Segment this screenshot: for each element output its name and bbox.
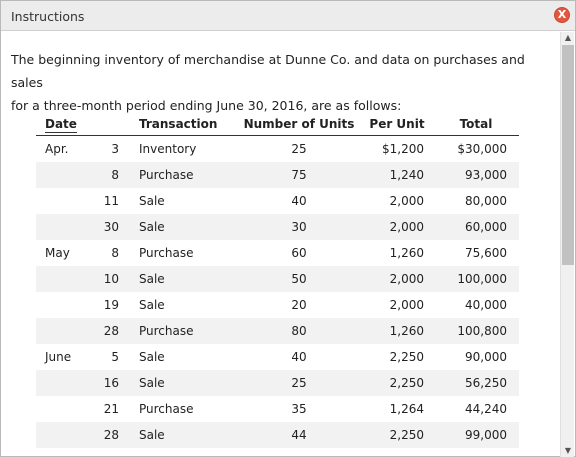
cell-month: May: [45, 246, 70, 260]
cell-per-unit: 2,250: [389, 376, 424, 390]
cell-transaction: Purchase: [139, 402, 194, 416]
cell-day: 5: [111, 350, 119, 364]
cell-total: 44,240: [465, 402, 507, 416]
table-row: Apr. 3 Inventory 25 $1,200 $30,000: [36, 136, 519, 162]
close-icon: X: [557, 8, 567, 21]
table-row: 11 Sale 40 2,000 80,000: [36, 188, 519, 214]
cell-units: 30: [291, 220, 307, 234]
cell-transaction: Purchase: [139, 324, 194, 338]
cell-per-unit: 2,000: [389, 298, 424, 312]
cell-day: 8: [111, 168, 119, 182]
header-per-unit: Per Unit: [369, 117, 425, 131]
scroll-up-icon[interactable]: ▲: [564, 33, 572, 42]
cell-units: 60: [291, 246, 307, 260]
intro-line-2: for a three-month period ending June 30,…: [11, 98, 402, 113]
table-row: 28 Purchase 80 1,260 100,800: [36, 318, 519, 344]
instructions-content: The beginning inventory of merchandise a…: [1, 32, 561, 457]
intro-line-1: The beginning inventory of merchandise a…: [11, 52, 525, 90]
cell-total: 80,000: [465, 194, 507, 208]
cell-units: 50: [291, 272, 307, 286]
cell-total: 99,000: [465, 428, 507, 442]
cell-units: 35: [291, 402, 307, 416]
cell-transaction: Purchase: [139, 168, 194, 182]
cell-units: 40: [291, 350, 307, 364]
cell-units: 25: [291, 376, 307, 390]
cell-per-unit: 1,240: [389, 168, 424, 182]
cell-total: 60,000: [465, 220, 507, 234]
header-number-of-units: Number of Units: [243, 117, 355, 131]
table-row: 28 Sale 44 2,250 99,000: [36, 422, 519, 448]
cell-transaction: Sale: [139, 220, 165, 234]
cell-day: 30: [103, 220, 119, 234]
cell-total: 40,000: [465, 298, 507, 312]
cell-per-unit: 1,260: [389, 324, 424, 338]
cell-transaction: Sale: [139, 298, 165, 312]
cell-per-unit: 2,000: [389, 272, 424, 286]
cell-units: 25: [291, 142, 307, 156]
window-title: Instructions: [11, 9, 85, 24]
cell-per-unit: $1,200: [382, 142, 424, 156]
cell-transaction: Sale: [139, 350, 165, 364]
cell-transaction: Purchase: [139, 246, 194, 260]
cell-per-unit: 2,250: [389, 428, 424, 442]
cell-units: 75: [291, 168, 307, 182]
cell-total: 93,000: [465, 168, 507, 182]
cell-transaction: Sale: [139, 272, 165, 286]
cell-total: 56,250: [465, 376, 507, 390]
cell-day: 16: [103, 376, 119, 390]
scroll-down-icon[interactable]: ▼: [564, 446, 572, 455]
cell-units: 20: [291, 298, 307, 312]
cell-per-unit: 2,250: [389, 350, 424, 364]
table-row: 16 Sale 25 2,250 56,250: [36, 370, 519, 396]
cell-total: 100,000: [457, 272, 507, 286]
header-date: Date: [45, 117, 77, 133]
cell-per-unit: 2,000: [389, 194, 424, 208]
cell-day: 21: [103, 402, 119, 416]
cell-transaction: Sale: [139, 376, 165, 390]
cell-day: 11: [103, 194, 119, 208]
cell-day: 3: [111, 142, 119, 156]
scroll-thumb[interactable]: [562, 45, 574, 265]
cell-transaction: Sale: [139, 428, 165, 442]
cell-per-unit: 2,000: [389, 220, 424, 234]
cell-per-unit: 1,264: [389, 402, 424, 416]
cell-total: 100,800: [457, 324, 507, 338]
cell-transaction: Sale: [139, 194, 165, 208]
table-row: 10 Sale 50 2,000 100,000: [36, 266, 519, 292]
table-row: June 5 Sale 40 2,250 90,000: [36, 344, 519, 370]
cell-day: 10: [103, 272, 119, 286]
table-row: 8 Purchase 75 1,240 93,000: [36, 162, 519, 188]
title-bar: Instructions X: [1, 1, 575, 31]
cell-units: 40: [291, 194, 307, 208]
cell-units: 44: [291, 428, 307, 442]
cell-units: 80: [291, 324, 307, 338]
cell-transaction: Inventory: [139, 142, 197, 156]
cell-month: Apr.: [45, 142, 69, 156]
cell-per-unit: 1,260: [389, 246, 424, 260]
table-body: Apr. 3 Inventory 25 $1,200 $30,000 8 Purchase 75…: [36, 136, 519, 448]
cell-day: 8: [111, 246, 119, 260]
table-header: Date Transaction Number of Units Per Uni…: [36, 110, 519, 136]
cell-total: 75,600: [465, 246, 507, 260]
table-row: 30 Sale 30 2,000 60,000: [36, 214, 519, 240]
cell-total: 90,000: [465, 350, 507, 364]
close-button[interactable]: X: [554, 7, 570, 23]
cell-day: 28: [103, 428, 119, 442]
inventory-table: Date Transaction Number of Units Per Uni…: [36, 110, 519, 448]
table-row: May 8 Purchase 60 1,260 75,600: [36, 240, 519, 266]
header-transaction: Transaction: [139, 117, 218, 131]
cell-total: $30,000: [457, 142, 507, 156]
intro-paragraph: The beginning inventory of merchandise a…: [11, 48, 551, 117]
cell-month: June: [45, 350, 72, 364]
cell-day: 19: [103, 298, 119, 312]
cell-day: 28: [103, 324, 119, 338]
header-total: Total: [459, 117, 493, 131]
vertical-scrollbar[interactable]: ▲ ▼: [560, 32, 574, 457]
table-row: 21 Purchase 35 1,264 44,240: [36, 396, 519, 422]
table-row: 19 Sale 20 2,000 40,000: [36, 292, 519, 318]
